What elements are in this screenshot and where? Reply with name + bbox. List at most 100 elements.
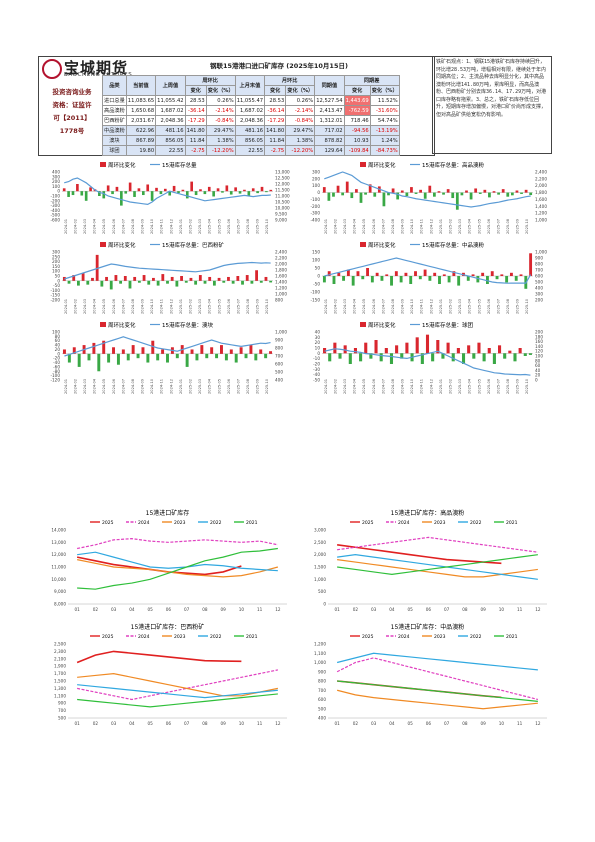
right-axis-tick: 1,000	[535, 250, 547, 255]
wow-change-bar	[356, 271, 360, 276]
right-axis-tick: 80	[535, 358, 541, 363]
wow-change-bar	[156, 353, 160, 361]
table-cell: 10.93	[343, 135, 371, 146]
wow-change-bar	[120, 191, 123, 206]
wow-change-bar	[337, 272, 341, 276]
seasonal-chart-s-gaopin: 15港进口矿库存：高品澳粉 2025 2024 2023 2022 2021 3,000 2,…	[300, 508, 555, 620]
table-cell: 1,312.01	[314, 115, 345, 126]
right-axis-tick: 800	[535, 262, 543, 267]
qualification-line: 1778号	[59, 127, 85, 135]
x-axis-tick: 2024-02	[333, 379, 337, 394]
wow-change-bar	[116, 353, 120, 365]
wow-change-bar	[498, 345, 502, 354]
legend-year: 2021	[246, 520, 258, 526]
right-axis-tick: 200	[535, 298, 543, 303]
wow-change-bar	[510, 192, 514, 196]
chart-svg: 15港进口矿库存：巴西粉矿 2025 2024 2023 2022 2021 2,500 2,…	[54, 623, 287, 726]
left-axis-tick: 20	[315, 340, 321, 345]
legend-line-label: 15港库存总量：球团	[422, 321, 473, 329]
stock-total-line	[64, 177, 271, 206]
wow-change-bar	[195, 353, 199, 361]
table-cell: 129.64	[314, 145, 345, 156]
bar-chart-total: 周环比变化 15港库存总量 400 300 200 100 0 -100 -200 -300 -40…	[40, 160, 295, 242]
right-axis-tick: 13,000	[275, 170, 290, 175]
season-line-2025	[76, 650, 242, 664]
season-line-2024	[77, 669, 278, 701]
wow-change-bar	[469, 192, 473, 200]
row-product-name: 中品澳粉	[102, 125, 127, 136]
x-axis-tick: 2025-10	[525, 378, 529, 394]
x-axis-tick: 2025-06	[487, 298, 491, 314]
wow-change-bar	[163, 188, 167, 192]
left-axis-tick: -300	[310, 211, 320, 216]
wow-change-bar	[457, 276, 461, 286]
season-line-2024	[77, 538, 278, 550]
left-axis-tick: 50	[55, 274, 61, 279]
wow-change-bar	[146, 184, 150, 192]
wow-change-bar	[492, 191, 496, 193]
left-axis-tick: 300	[52, 250, 60, 255]
wow-change-bar	[217, 277, 221, 281]
x-axis-tick: 05	[147, 721, 153, 726]
left-axis-tick: -100	[50, 288, 60, 293]
chart-svg: 周环比变化 15港库存总量 4003002001000-100-200-300-40…	[50, 161, 290, 234]
wow-change-bar	[515, 190, 519, 193]
season-line-2021	[77, 693, 278, 708]
right-axis-tick: 180	[535, 334, 543, 339]
right-axis-tick: 1,200	[535, 211, 547, 216]
x-axis-tick: 03	[371, 721, 377, 726]
legend-line-label: 15港库存总量：高品澳粉	[422, 161, 484, 169]
wow-change-bar	[410, 187, 413, 193]
col-last-month-header: 上月末值	[234, 75, 266, 96]
table-cell: -12.20%	[205, 145, 236, 156]
x-axis-tick: 2025-09	[516, 218, 520, 234]
table-cell: 28.53	[184, 95, 207, 106]
y-axis-tick: 0	[323, 602, 326, 607]
wow-change-bar	[224, 353, 228, 361]
x-axis-tick: 10	[499, 721, 505, 726]
wow-change-bar	[190, 181, 193, 192]
x-axis-tick: 2024-10	[150, 378, 154, 394]
x-axis-tick: 2025-10	[265, 298, 269, 314]
x-axis-tick: 07	[444, 607, 450, 612]
wow-change-bar	[488, 192, 491, 198]
x-axis-tick: 2024-07	[381, 379, 385, 394]
x-axis-tick: 2024-03	[83, 379, 87, 394]
season-line-2022	[337, 554, 538, 580]
table-cell: 622.96	[125, 125, 157, 136]
x-axis-tick: 04	[129, 607, 135, 612]
wow-change-bar	[456, 348, 460, 354]
wow-change-bar	[505, 276, 509, 283]
legend-year: 2023	[434, 634, 446, 640]
table-cell: -2.75	[264, 145, 287, 156]
wow-change-bar	[194, 280, 198, 285]
left-axis-tick: -20	[313, 362, 320, 367]
x-axis-tick: 2024-10	[150, 298, 154, 314]
wow-change-bar	[215, 353, 219, 359]
legend-year: 2022	[470, 634, 482, 640]
legend-year: 2021	[246, 634, 258, 640]
x-axis-tick: 2024-09	[401, 218, 405, 234]
wow-change-bar	[77, 280, 80, 286]
wow-change-bar	[476, 276, 480, 283]
x-axis-tick: 08	[202, 607, 208, 612]
wow-change-bar	[404, 272, 408, 276]
wow-change-bar	[442, 274, 446, 276]
x-axis-tick: 2024-12	[429, 299, 433, 314]
wow-change-bar	[146, 353, 150, 363]
table-cell: 2,048.36	[234, 115, 266, 126]
wow-change-bar	[441, 353, 445, 359]
wow-change-bar	[437, 191, 441, 193]
table-cell: 11,083.65	[125, 95, 157, 106]
table-cell: 878.82	[314, 135, 345, 146]
legend-year: 2022	[470, 520, 482, 526]
wow-change-bar	[133, 191, 136, 197]
x-axis-tick: 2025-07	[236, 219, 240, 234]
x-axis-tick: 2024-04	[93, 298, 97, 314]
right-axis-tick: 12,500	[275, 176, 290, 181]
wow-change-bar	[405, 192, 409, 196]
table-cell: -84.73%	[369, 145, 400, 156]
right-axis-tick: 1,600	[535, 197, 547, 202]
wow-change-bar	[328, 353, 332, 362]
right-axis-tick: 500	[275, 370, 283, 375]
